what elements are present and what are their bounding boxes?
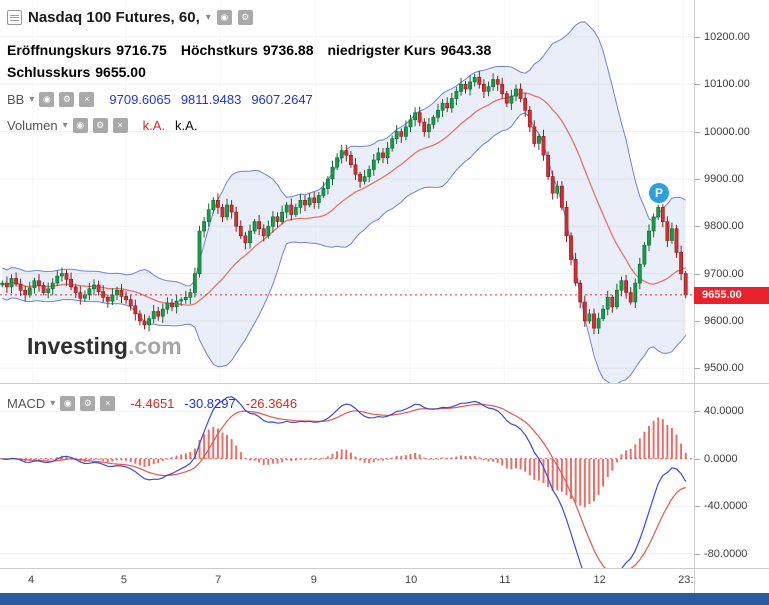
bb-indicator-row: BB ▾ ◉ ⚙ × 9709.6065 9811.9483 9607.2647	[7, 92, 313, 107]
bb-upper-value: 9709.6065	[109, 92, 171, 107]
close-label: Schlusskurs	[7, 64, 91, 80]
bb-middle-value: 9811.9483	[180, 92, 242, 107]
visibility-icon[interactable]: ◉	[60, 396, 76, 411]
price-tick-label: 10100.00	[695, 78, 750, 91]
macd-tick-label: 0.0000	[695, 452, 738, 465]
price-tick-label: 9600.00	[695, 314, 744, 327]
low-value: 9643.38	[440, 42, 492, 58]
time-tick-label: 23:	[678, 574, 694, 586]
main-chart-canvas[interactable]	[0, 0, 694, 383]
watermark-grey: .com	[127, 333, 182, 359]
chevron-down-icon[interactable]: ▾	[50, 398, 56, 409]
time-tick-label: 5	[120, 574, 128, 586]
visibility-icon[interactable]: ◉	[216, 10, 232, 25]
macd-axis[interactable]: 40.0000 0.0000 -40.0000 -80.0000	[694, 384, 769, 568]
ohlc-legend-row: Eröffnungskurs 9716.75 Höchstkurs 9736.88 …	[7, 42, 491, 58]
macd-chart-canvas[interactable]	[0, 384, 694, 568]
price-tick-label: 9700.00	[695, 267, 744, 280]
time-tick-label: 7	[215, 574, 222, 586]
gear-icon[interactable]: ⚙	[92, 118, 108, 133]
macd-tick-label: -80.0000	[694, 547, 748, 560]
macd-indicator-name[interactable]: MACD	[7, 396, 46, 411]
symbol-title-row: Nasdaq 100 Futures, 60, ▾ ◉ ⚙	[7, 9, 253, 26]
high-value: 9736.88	[262, 42, 314, 58]
gear-icon[interactable]: ⚙	[237, 10, 253, 25]
price-axis[interactable]: 10200.00 10100.00 10000.00 9900.00 9800.00 97…	[695, 0, 769, 383]
macd-hist-value: -4.4651	[130, 396, 175, 411]
footer-bar	[0, 593, 769, 605]
macd-indicator-row: MACD ▾ ◉ ⚙ × -4.4651 -30.8297 -26.3646	[7, 396, 297, 411]
price-tick-label: 9900.00	[695, 172, 744, 185]
price-tick-label: 9800.00	[695, 220, 744, 233]
time-axis[interactable]: 4 5 7 9 10 11 12 23:	[0, 569, 694, 593]
close-legend-row: Schlusskurs 9655.00	[7, 64, 146, 80]
bb-lower-value: 9607.2647	[251, 92, 313, 107]
volume-value-1: k.A.	[142, 118, 166, 133]
open-label: Eröffnungskurs	[7, 42, 112, 58]
watermark-bold: Investing	[27, 333, 128, 359]
chevron-down-icon[interactable]: ▾	[62, 120, 68, 131]
time-tick-label: 4	[28, 574, 35, 586]
close-value: 9655.00	[95, 64, 146, 80]
time-tick-label: 12	[593, 574, 606, 586]
symbol-title[interactable]: Nasdaq 100 Futures, 60,	[28, 9, 200, 26]
close-icon[interactable]: ×	[79, 92, 95, 107]
price-tick-label: 10200.00	[695, 30, 750, 43]
bb-indicator-name[interactable]: BB	[7, 92, 25, 107]
event-marker-p[interactable]: P	[649, 183, 669, 203]
panel-divider[interactable]	[0, 383, 769, 384]
macd-signal-value: -26.3646	[245, 396, 298, 411]
volume-indicator-name[interactable]: Volumen	[7, 118, 58, 133]
gear-icon[interactable]: ⚙	[59, 92, 75, 107]
macd-tick-label: -40.0000	[694, 500, 748, 513]
visibility-icon[interactable]: ◉	[39, 92, 55, 107]
chevron-down-icon[interactable]: ▾	[205, 12, 211, 23]
visibility-icon[interactable]: ◉	[72, 118, 88, 133]
last-price-label: 9655.00	[694, 286, 769, 304]
collapse-panel-icon[interactable]	[7, 10, 22, 25]
time-tick-label: 11	[499, 574, 511, 586]
time-tick-label: 10	[405, 574, 418, 586]
chevron-down-icon[interactable]: ▾	[29, 94, 35, 105]
close-icon[interactable]: ×	[112, 118, 128, 133]
time-axis-divider	[0, 568, 769, 569]
investing-watermark: Investing.com	[27, 333, 182, 360]
price-tick-label: 9500.00	[695, 362, 744, 375]
close-icon[interactable]: ×	[100, 396, 116, 411]
time-tick-label: 9	[310, 574, 317, 586]
macd-line-value: -30.8297	[184, 396, 236, 411]
high-label: Höchstkurs	[180, 42, 258, 58]
volume-value-2: k.A.	[175, 118, 198, 133]
price-tick-label: 10000.00	[695, 125, 750, 138]
volume-indicator-row: Volumen ▾ ◉ ⚙ × k.A. k.A.	[7, 118, 197, 133]
open-value: 9716.75	[116, 42, 167, 58]
gear-icon[interactable]: ⚙	[80, 396, 96, 411]
low-label: niedrigster Kurs	[327, 42, 436, 58]
macd-tick-label: 40.0000	[695, 405, 744, 418]
